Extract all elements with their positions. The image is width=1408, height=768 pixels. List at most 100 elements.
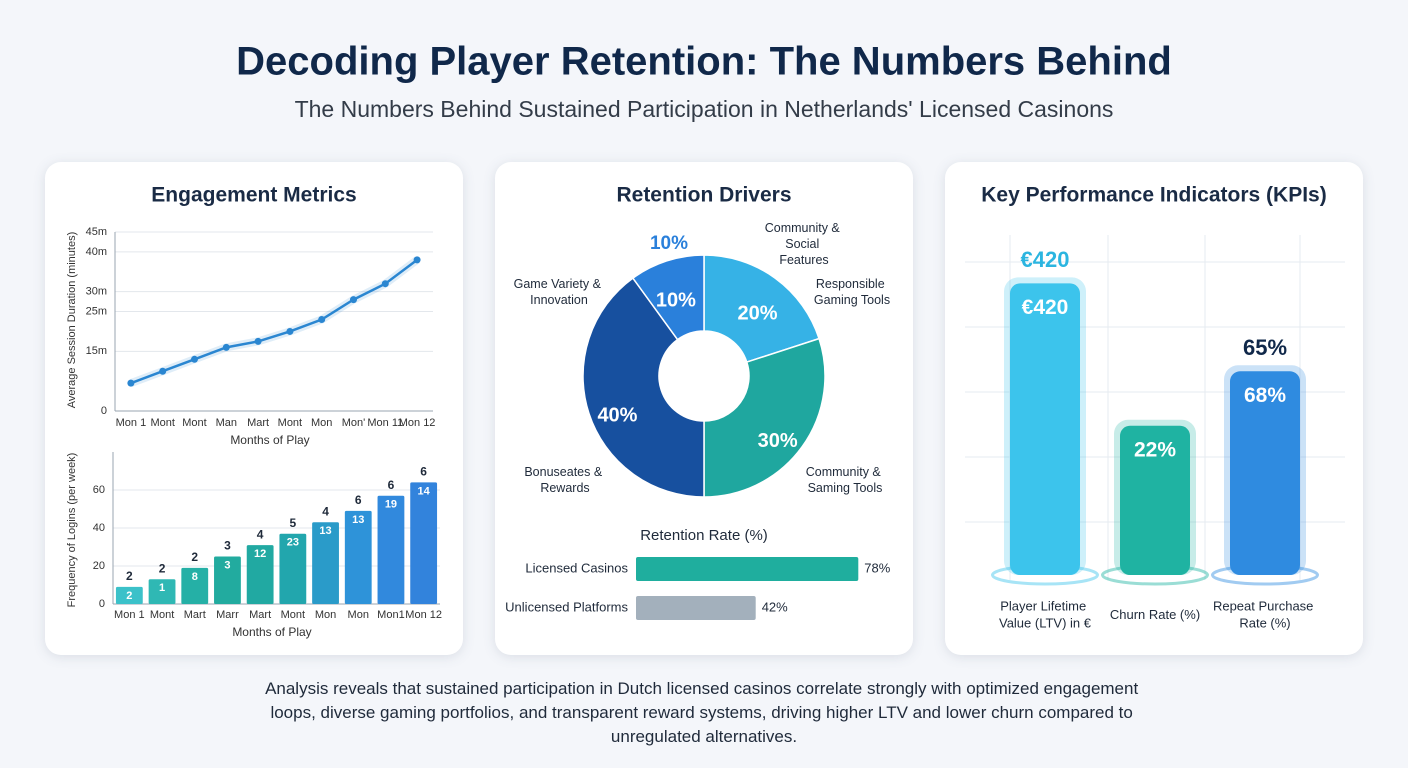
chart-title: Retention Rate (%) — [640, 527, 768, 544]
bar-top-label: 6 — [388, 478, 395, 492]
bar — [636, 557, 859, 581]
category-label: Player Lifetime Value (LTV) in € — [999, 599, 1092, 631]
y-tick-label: 40 — [93, 522, 105, 534]
x-tick-label: Marr — [216, 609, 239, 621]
chart-title: Key Performance Indicators (KPIs) — [981, 184, 1326, 207]
x-tick-label: Man — [216, 417, 237, 429]
bar — [636, 596, 756, 620]
y-tick-label: 25m — [86, 305, 107, 317]
annotation: 10% — [650, 233, 688, 254]
point — [286, 327, 294, 335]
bar-inner-label: 23 — [287, 537, 299, 549]
slice — [631, 254, 705, 341]
x-tick-label: Mart — [249, 609, 271, 621]
point — [350, 296, 357, 304]
slice — [703, 254, 821, 364]
bar-inner-label: 19 — [385, 499, 397, 511]
x-tick-label: Mart — [247, 417, 269, 429]
x-axis-label: Months of Play — [232, 625, 311, 639]
chart-title: Engagement Metrics — [151, 184, 356, 207]
bar — [344, 510, 372, 604]
y-tick-label: 60 — [93, 484, 105, 496]
point — [159, 367, 167, 375]
point — [254, 337, 262, 345]
x-tick-label: Mon1 — [377, 609, 405, 621]
y-tick-label: 20 — [93, 560, 105, 572]
slice-category-label: Game Variety & Innovation — [514, 277, 605, 307]
category-label: Unlicensed Platforms — [505, 599, 628, 614]
category-label: Licensed Casinos — [525, 560, 628, 575]
bar-top-label: 2 — [126, 569, 133, 583]
bar — [410, 482, 438, 604]
bar-top-label: 4 — [257, 527, 264, 541]
bar — [115, 586, 143, 604]
bar-top-label: 2 — [159, 561, 166, 575]
bar-value-label: 78% — [864, 560, 890, 575]
x-tick-label: Mont — [182, 417, 206, 429]
x-tick-label: Mart — [184, 609, 206, 621]
bar-inner-label: 13 — [352, 514, 364, 526]
point — [381, 280, 389, 288]
line — [130, 258, 418, 385]
x-tick-label: Mon — [348, 609, 369, 621]
x-tick-label: Mont — [281, 609, 305, 621]
x-tick-label: Mon 12 — [399, 417, 436, 429]
bar-top-label: 6 — [420, 465, 427, 479]
bar — [312, 522, 339, 604]
bar-inner-label: 8 — [192, 571, 198, 583]
slice-category-label: Community & Saming Tools — [806, 465, 885, 495]
chart-title: Retention Drivers — [616, 184, 791, 207]
bar-inner-label: 3 — [224, 559, 230, 571]
bar-value-label: 22% — [1134, 438, 1176, 461]
page-title: Decoding Player Retention: The Numbers B… — [236, 40, 1172, 84]
bar — [246, 545, 274, 604]
y-tick-label: 0 — [99, 598, 105, 610]
y-tick-label: 45m — [86, 226, 107, 238]
bar — [148, 579, 176, 604]
slice-category-label: Bonuseates & Rewards — [524, 465, 605, 495]
slice — [703, 337, 826, 498]
bar — [181, 567, 209, 604]
slice-category-label: Responsible Gaming Tools — [814, 277, 890, 307]
x-tick-label: Mont — [150, 609, 174, 621]
slice-value-label: 40% — [597, 404, 637, 426]
y-tick-label: 30m — [86, 286, 107, 298]
bar — [1010, 283, 1080, 575]
point — [222, 343, 230, 351]
x-tick-label: Mon' — [342, 417, 366, 429]
footer-text: Analysis reveals that sustained particip… — [265, 679, 1143, 746]
point — [413, 256, 421, 264]
x-tick-label: Mon — [315, 609, 336, 621]
bar-value-label: €420 — [1022, 296, 1069, 319]
bar — [214, 556, 241, 604]
point — [127, 379, 135, 387]
category-label: Repeat Purchase Rate (%) — [1213, 599, 1317, 631]
slice-value-label: 20% — [737, 303, 777, 325]
bar-inner-label: 14 — [418, 485, 431, 497]
bar-top-label: 4 — [322, 504, 329, 518]
category-label: Churn Rate (%) — [1110, 607, 1200, 622]
point — [191, 355, 198, 363]
bar-top-label: 6 — [355, 493, 362, 507]
x-tick-label: Mon 11 — [367, 417, 403, 429]
slice-value-label: 10% — [656, 290, 696, 312]
bar — [279, 533, 307, 604]
x-tick-label: Mont — [150, 417, 174, 429]
bar-inner-label: 13 — [319, 525, 331, 537]
bar-value-label: 68% — [1244, 384, 1286, 407]
point — [318, 316, 326, 324]
annotation: €420 — [1021, 247, 1070, 272]
bar — [1120, 425, 1190, 575]
bar-top-label: 5 — [290, 516, 297, 530]
y-axis-label: Average Session Duration (minutes) — [66, 232, 78, 409]
bar — [1230, 371, 1300, 575]
slice-value-label: 30% — [758, 430, 798, 452]
bar-value-label: 42% — [762, 599, 788, 614]
bar-inner-label: 1 — [159, 582, 165, 594]
slice — [582, 277, 705, 498]
bar — [377, 495, 405, 604]
x-tick-label: Mon 1 — [116, 417, 147, 429]
bar-inner-label: 2 — [126, 590, 132, 602]
x-tick-label: Mon 1 — [114, 609, 145, 621]
